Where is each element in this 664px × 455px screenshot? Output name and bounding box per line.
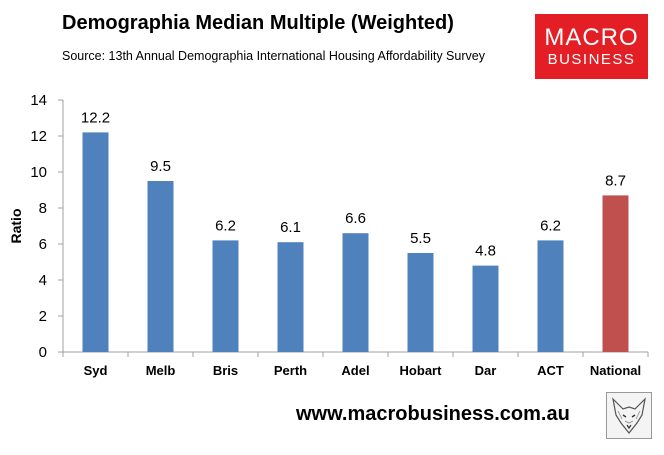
macrobusiness-logo: MACRO BUSINESS [535,14,648,79]
x-tick-label: Syd [84,363,108,378]
x-tick-label: ACT [537,363,564,378]
data-label: 8.7 [605,172,626,189]
x-tick-label: National [590,363,641,378]
y-tick-label: 12 [30,128,47,145]
logo-text-business: BUSINESS [547,50,636,68]
bar-perth [277,242,304,352]
bar-act [537,240,564,352]
y-tick-label: 6 [39,236,47,253]
y-tick-label: 2 [39,308,47,325]
bar-dar [472,265,499,352]
y-tick-label: 10 [30,164,47,181]
bar-national [602,195,629,352]
y-tick-label: 14 [30,92,47,109]
data-label: 5.5 [410,230,431,247]
bar-syd [82,132,109,352]
y-axis-title: Ratio [8,209,24,244]
data-label: 6.2 [540,217,561,234]
footer-url: www.macrobusiness.com.au [296,403,570,425]
data-label: 12.2 [81,109,110,126]
x-tick-label: Hobart [400,363,443,378]
chart-subtitle: Source: 13th Annual Demographia Internat… [62,49,485,63]
y-tick-label: 8 [39,200,47,217]
fox-logo-icon [606,392,652,439]
logo-text-macro: MACRO [544,23,639,51]
bar-melb [147,181,174,352]
x-tick-label: Bris [213,363,238,378]
chart-title: Demographia Median Multiple (Weighted) [62,12,454,34]
x-tick-label: Adel [341,363,369,378]
data-label: 6.2 [215,217,236,234]
y-tick-label: 0 [39,344,47,361]
bar-hobart [407,253,434,352]
bar-bris [212,240,239,352]
data-label: 6.1 [280,219,301,236]
data-label: 4.8 [475,243,496,260]
data-label: 9.5 [150,158,171,175]
x-tick-label: Melb [146,363,176,378]
data-label: 6.6 [345,210,366,227]
y-tick-label: 4 [39,272,47,289]
x-tick-label: Dar [475,363,497,378]
x-tick-label: Perth [274,363,307,378]
bar-adel [342,233,369,352]
